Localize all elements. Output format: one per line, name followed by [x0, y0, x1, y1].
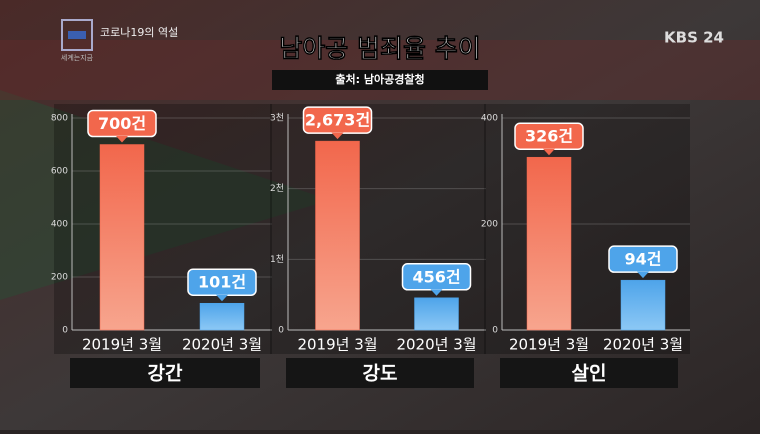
- y-tick-label: 3천: [270, 113, 284, 124]
- flag-shape: [0, 90, 330, 300]
- topic: 코로나19의 역설: [100, 26, 178, 39]
- bar: [199, 302, 245, 331]
- y-tick-label: 0: [492, 326, 498, 336]
- y-tick-label: 400: [481, 114, 498, 124]
- value-label-pointer: [216, 294, 228, 302]
- value-label: 326건: [525, 127, 573, 146]
- bar: [414, 297, 459, 331]
- y-tick-label: 600: [51, 167, 68, 177]
- program-logo-fill: [68, 31, 86, 39]
- value-label-pointer: [116, 136, 128, 143]
- value-label: 2,673건: [305, 111, 370, 130]
- y-tick-label: 0: [62, 326, 68, 336]
- x-tick-label: 2020년 3월: [396, 336, 476, 354]
- value-label-pointer: [637, 271, 649, 279]
- category-title-box: [500, 358, 678, 388]
- y-tick-label: 1천: [270, 254, 284, 265]
- source: 출처: 남아공경찰청: [335, 72, 424, 86]
- source-box: [272, 70, 488, 90]
- y-tick-label: 2천: [270, 183, 284, 194]
- bar: [526, 156, 572, 331]
- x-tick-label: 2019년 3월: [82, 336, 162, 354]
- x-tick-label: 2020년 3월: [182, 336, 262, 354]
- bar: [620, 279, 666, 331]
- bar: [315, 140, 360, 331]
- category-title-box: [286, 358, 474, 388]
- program-name: 세계는지금: [61, 53, 94, 62]
- y-tick-label: 200: [481, 220, 498, 230]
- value-label: 101건: [198, 273, 246, 292]
- value-label-pointer: [543, 148, 555, 156]
- value-label: 456건: [412, 267, 460, 286]
- value-label-pointer: [331, 132, 344, 140]
- y-tick-label: 400: [51, 220, 68, 230]
- x-tick-label: 2020년 3월: [603, 336, 683, 354]
- category-title: 강간: [148, 363, 183, 385]
- category-title: 강도: [363, 363, 398, 385]
- bar: [99, 144, 145, 331]
- y-tick-label: 0: [278, 326, 284, 336]
- y-tick-label: 200: [51, 273, 68, 283]
- value-label: 94건: [625, 250, 662, 269]
- y-tick-label: 800: [51, 114, 68, 124]
- x-tick-label: 2019년 3월: [509, 336, 589, 354]
- channel-logo: KBS 24: [664, 29, 724, 47]
- value-label: 700건: [98, 114, 146, 133]
- category-title-box: [70, 358, 260, 388]
- value-label-pointer: [430, 289, 443, 296]
- main-title: 남아공 범죄율 추이: [279, 34, 480, 63]
- program-logo: [61, 19, 93, 51]
- x-tick-label: 2019년 3월: [297, 336, 377, 354]
- category-title: 살인: [572, 363, 607, 385]
